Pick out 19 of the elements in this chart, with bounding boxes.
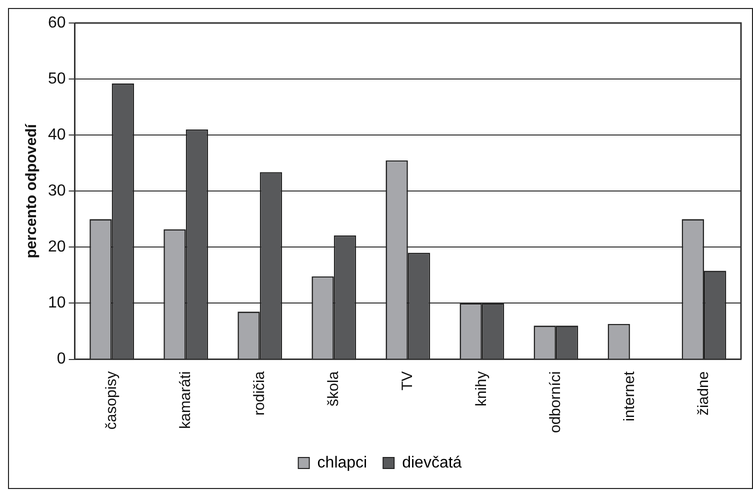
y-tick-label: 20 xyxy=(48,238,66,256)
y-tick-label: 40 xyxy=(48,126,66,144)
x-tick-label: kamaráti xyxy=(176,371,194,429)
legend-label: dievčatá xyxy=(402,454,462,472)
x-tick-label: časopisy xyxy=(102,370,120,430)
x-tick-label: odborníci xyxy=(547,371,564,434)
x-tick-label: TV xyxy=(399,371,416,390)
y-tick-label: 60 xyxy=(48,14,66,32)
x-tick-label: rodičia xyxy=(250,370,268,416)
y-axis-title: percento odpovedí xyxy=(23,123,40,258)
x-tick-label: žiadne xyxy=(695,371,712,416)
x-tick-label: internet xyxy=(621,370,638,422)
y-tick-label: 50 xyxy=(48,70,66,88)
y-tick-label: 30 xyxy=(48,182,66,200)
y-tick-label: 10 xyxy=(48,294,66,312)
x-tick-label: škola xyxy=(325,370,342,406)
y-tick-label: 0 xyxy=(56,350,66,368)
legend-label: chlapci xyxy=(317,454,368,472)
x-tick-label: knihy xyxy=(473,370,490,406)
